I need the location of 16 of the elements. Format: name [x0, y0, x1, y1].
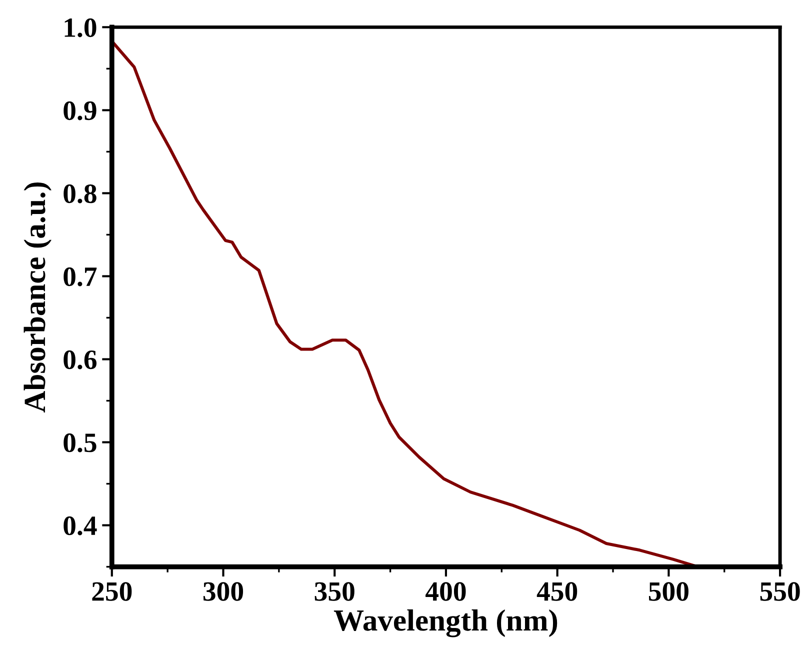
- y-tick-label: 0.8: [64, 184, 96, 204]
- y-axis-title: Absorbance (a.u.): [24, 182, 52, 413]
- x-tick-label: 300: [203, 582, 244, 601]
- x-tick-label: 550: [760, 582, 800, 601]
- x-tick-label: 250: [92, 582, 132, 601]
- y-tick-label: 0.6: [64, 350, 96, 370]
- y-tick-label: 0.5: [64, 433, 96, 452]
- x-tick-label: 450: [536, 582, 578, 601]
- x-tick-label: 400: [426, 582, 466, 601]
- x-tick-label: 350: [314, 582, 354, 601]
- y-tick-label: 0.9: [64, 101, 96, 120]
- x-axis-title: Wavelength (nm): [334, 609, 558, 638]
- x-tick-label: 500: [648, 582, 688, 601]
- y-tick-label: 1.0: [64, 18, 96, 38]
- y-tick-label: 0.4: [64, 516, 97, 536]
- y-tick-label: 0.7: [64, 267, 97, 286]
